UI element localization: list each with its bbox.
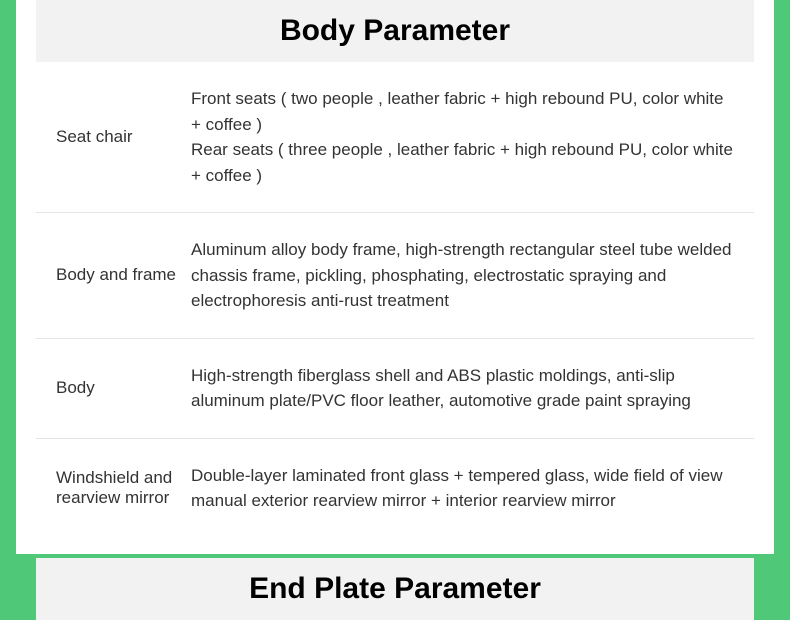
section-title: Body Parameter [36, 14, 754, 48]
section-header-endplate: End Plate Parameter [36, 558, 754, 620]
table-row: Seat chair Front seats ( two people , le… [36, 62, 754, 213]
table-row: Windshield and rearview mirror Double-la… [36, 439, 754, 538]
spec-table: Seat chair Front seats ( two people , le… [16, 62, 774, 538]
spacer [16, 538, 774, 558]
table-row: Body and frame Aluminum alloy body frame… [36, 213, 754, 339]
section-title: End Plate Parameter [36, 572, 754, 606]
spec-value: Front seats ( two people , leather fabri… [191, 62, 734, 212]
table-row: Body High-strength fiberglass shell and … [36, 339, 754, 439]
spec-value: Double-layer laminated front glass + tem… [191, 439, 734, 538]
spec-value: High-strength fiberglass shell and ABS p… [191, 339, 734, 438]
section-header-body: Body Parameter [36, 0, 754, 62]
spec-label: Seat chair [56, 62, 191, 212]
content-wrapper: Body Parameter Seat chair Front seats ( … [16, 0, 774, 554]
spec-label: Body [56, 339, 191, 438]
spec-label: Body and frame [56, 213, 191, 338]
spec-label: Windshield and rearview mirror [56, 439, 191, 538]
spec-value: Aluminum alloy body frame, high-strength… [191, 213, 734, 338]
